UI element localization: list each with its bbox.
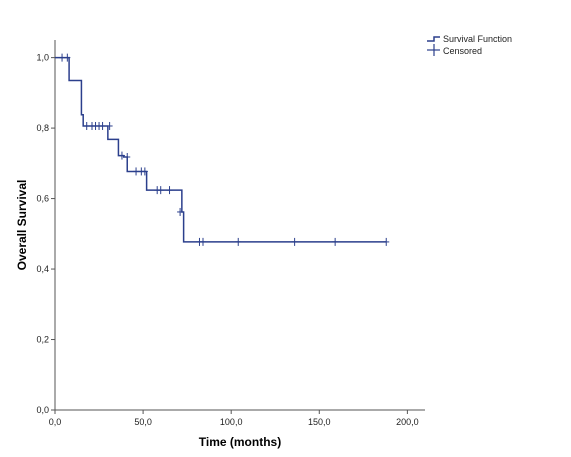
censored-marker bbox=[83, 121, 90, 130]
censored-marker bbox=[166, 186, 173, 195]
x-tick-label: 100,0 bbox=[220, 417, 243, 427]
censored-marker bbox=[124, 152, 131, 161]
legend-survival-swatch bbox=[427, 36, 440, 42]
censored-marker bbox=[157, 186, 164, 195]
y-tick-label: 0,0 bbox=[36, 405, 49, 415]
legend-survival-label: Survival Function bbox=[443, 34, 512, 44]
x-axis-title: Time (months) bbox=[199, 435, 281, 449]
x-tick-label: 0,0 bbox=[49, 417, 62, 427]
series-layer bbox=[55, 53, 390, 246]
x-ticks: 0,0 50,0 100,0 150,0 200,0 bbox=[49, 410, 419, 427]
x-tick-label: 150,0 bbox=[308, 417, 331, 427]
y-tick-label: 1,0 bbox=[36, 53, 49, 63]
censored-marker bbox=[64, 53, 71, 62]
censored-marker bbox=[59, 53, 66, 62]
axes bbox=[54, 40, 425, 411]
y-tick-label: 0,4 bbox=[36, 264, 49, 274]
censored-marker bbox=[235, 237, 242, 246]
legend-censored-label: Censored bbox=[443, 46, 482, 56]
censored-marker bbox=[200, 237, 206, 246]
x-tick-label: 50,0 bbox=[134, 417, 152, 427]
censored-marker bbox=[332, 237, 339, 246]
censored-marker bbox=[133, 167, 140, 176]
censored-marker bbox=[99, 121, 106, 130]
censored-marker bbox=[383, 237, 390, 246]
censored-marker bbox=[291, 237, 298, 246]
censored-marker bbox=[141, 167, 148, 176]
y-tick-label: 0,2 bbox=[36, 335, 49, 345]
censored-marker bbox=[177, 207, 184, 216]
censored-marker bbox=[118, 151, 125, 160]
legend: Survival Function Censored bbox=[427, 34, 512, 56]
y-tick-label: 0,8 bbox=[36, 123, 49, 133]
survival-function-line bbox=[55, 56, 387, 243]
y-ticks: 0,0 0,2 0,4 0,6 0,8 1,0 bbox=[36, 53, 55, 415]
y-tick-label: 0,6 bbox=[36, 194, 49, 204]
censored-marker bbox=[106, 121, 113, 130]
x-tick-label: 200,0 bbox=[396, 417, 419, 427]
y-axis-title: Overall Survival bbox=[15, 180, 29, 271]
